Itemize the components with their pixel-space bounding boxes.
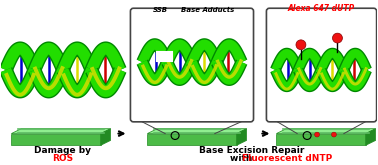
Polygon shape <box>147 134 237 145</box>
Polygon shape <box>237 129 246 145</box>
Circle shape <box>333 33 342 43</box>
Polygon shape <box>101 129 111 145</box>
Circle shape <box>314 132 319 137</box>
Text: Damage by: Damage by <box>34 146 91 155</box>
Polygon shape <box>11 129 111 134</box>
Polygon shape <box>147 129 246 134</box>
Text: with: with <box>230 154 255 163</box>
Text: Base Adducts: Base Adducts <box>181 7 234 13</box>
Circle shape <box>296 40 306 50</box>
Text: Fluorescent dNTP: Fluorescent dNTP <box>242 154 332 163</box>
Text: Base Excision Repair: Base Excision Repair <box>199 146 304 155</box>
Text: ROS: ROS <box>53 154 73 163</box>
FancyBboxPatch shape <box>266 8 376 122</box>
FancyBboxPatch shape <box>130 8 254 122</box>
Polygon shape <box>11 134 101 145</box>
Circle shape <box>332 132 336 137</box>
Text: SSB: SSB <box>153 7 168 13</box>
Polygon shape <box>366 129 376 145</box>
Polygon shape <box>276 129 376 134</box>
Polygon shape <box>276 134 366 145</box>
Text: Alexa 647 dUTP: Alexa 647 dUTP <box>287 4 355 13</box>
